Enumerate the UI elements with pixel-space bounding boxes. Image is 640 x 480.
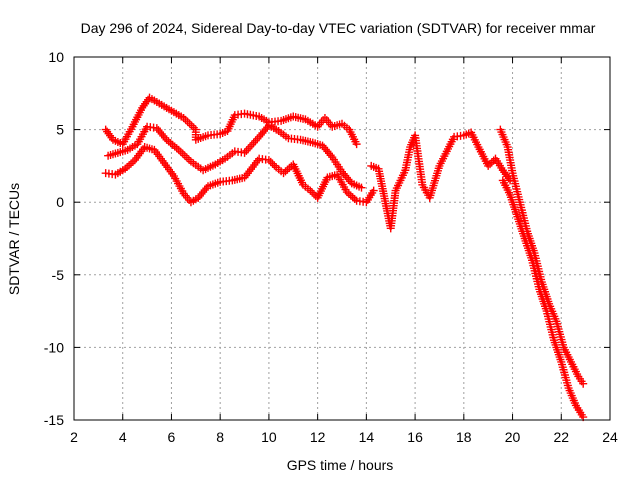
data-point <box>266 157 275 166</box>
y-tick-label: -5 <box>52 267 65 283</box>
x-tick-label: 10 <box>261 429 277 445</box>
data-point <box>369 186 378 195</box>
data-point <box>342 188 351 197</box>
x-tick-label: 14 <box>359 429 375 445</box>
data-point <box>487 158 496 167</box>
data-point <box>344 189 353 198</box>
data-point <box>264 156 273 165</box>
data-point <box>247 140 256 149</box>
series-evening-cluster <box>367 128 515 233</box>
y-tick-label: 0 <box>56 194 64 210</box>
data-point <box>187 121 196 130</box>
data-point <box>281 167 290 176</box>
series-lower-track <box>101 143 378 207</box>
data-point <box>244 144 253 153</box>
data-point <box>249 138 258 147</box>
data-point <box>202 184 211 193</box>
x-tick-label: 18 <box>456 429 472 445</box>
chart-title: Day 296 of 2024, Sidereal Day-to-day VTE… <box>81 20 596 36</box>
x-tick-label: 22 <box>553 429 569 445</box>
y-tick-label: -15 <box>44 412 64 428</box>
y-tick-label: 5 <box>56 122 64 138</box>
data-point <box>283 165 292 174</box>
data-point <box>309 190 318 199</box>
data-point <box>484 161 493 170</box>
x-tick-label: 20 <box>505 429 521 445</box>
data-point <box>128 157 137 166</box>
data-point <box>123 163 132 172</box>
grid-lines <box>74 57 610 420</box>
series-middle-track <box>104 121 366 192</box>
y-tick-label: -10 <box>44 339 64 355</box>
series-decline-upper <box>496 125 588 388</box>
data-point <box>183 117 192 126</box>
x-tick-label: 12 <box>310 429 326 445</box>
data-point <box>285 163 294 172</box>
data-point <box>270 161 279 170</box>
data-point <box>182 153 191 162</box>
data-point <box>279 169 288 178</box>
data-point <box>125 161 134 170</box>
plot-frame <box>73 56 611 421</box>
data-point <box>348 193 357 202</box>
x-tick-label: 24 <box>602 429 618 445</box>
data-point <box>326 151 335 160</box>
data-point <box>346 177 355 186</box>
y-tick-label: 10 <box>48 49 64 65</box>
x-tick-label: 4 <box>119 429 127 445</box>
y-axis-label: SDTVAR / TECUs <box>6 183 22 295</box>
data-point <box>308 188 317 197</box>
data-point <box>352 140 361 149</box>
data-point <box>127 159 136 168</box>
data-point <box>357 183 366 192</box>
data-point <box>184 155 193 164</box>
data-point <box>579 379 588 388</box>
x-axis-label: GPS time / hours <box>287 457 394 473</box>
data-point <box>176 147 185 156</box>
data-point <box>486 160 495 169</box>
data-points <box>101 93 588 422</box>
data-point <box>242 146 251 155</box>
data-point <box>251 136 260 145</box>
data-point <box>185 119 194 128</box>
x-tick-label: 2 <box>70 429 78 445</box>
data-point <box>178 149 187 158</box>
data-point <box>180 151 189 160</box>
data-point <box>121 164 130 173</box>
data-point <box>306 186 315 195</box>
data-point <box>268 159 277 168</box>
data-point <box>160 133 169 142</box>
x-tick-label: 6 <box>168 429 176 445</box>
data-point <box>350 195 359 204</box>
data-point <box>346 191 355 200</box>
x-tick-label: 8 <box>216 429 224 445</box>
data-point <box>189 123 198 132</box>
data-point <box>246 142 255 151</box>
series-decline-lower <box>498 176 588 422</box>
x-tick-label: 16 <box>407 429 423 445</box>
